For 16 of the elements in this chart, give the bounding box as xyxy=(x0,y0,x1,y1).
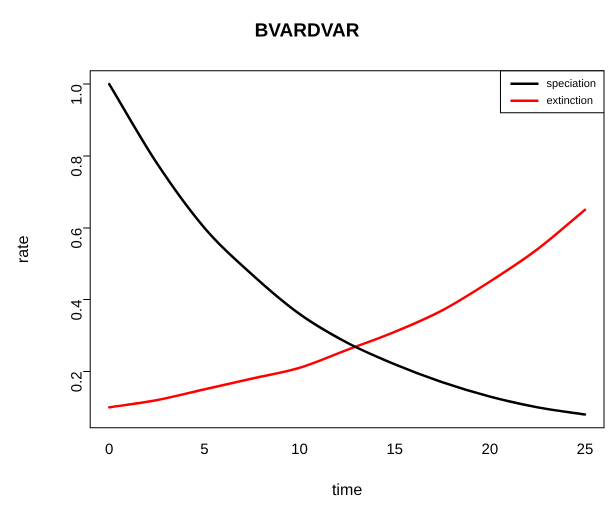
chart-title: BVARDVAR xyxy=(254,20,360,42)
y-tick-label: 0.8 xyxy=(68,156,86,177)
x-tick-label: 5 xyxy=(200,440,209,458)
y-tick-label: 0.4 xyxy=(68,300,86,320)
y-tick-label: 0.6 xyxy=(68,228,86,249)
x-axis-title: time xyxy=(332,482,362,499)
y-tick-label: 1.0 xyxy=(68,84,86,105)
y-tick-label: 0.2 xyxy=(68,371,86,392)
x-tick-label: 0 xyxy=(105,440,114,458)
y-axis-title: rate xyxy=(15,235,32,264)
legend-label: speciation xyxy=(546,78,596,90)
x-tick-label: 20 xyxy=(481,440,498,458)
legend-label: extinction xyxy=(546,94,593,107)
x-tick-label: 10 xyxy=(291,440,308,458)
x-tick-label: 25 xyxy=(576,440,594,458)
x-tick-label: 15 xyxy=(386,440,404,458)
